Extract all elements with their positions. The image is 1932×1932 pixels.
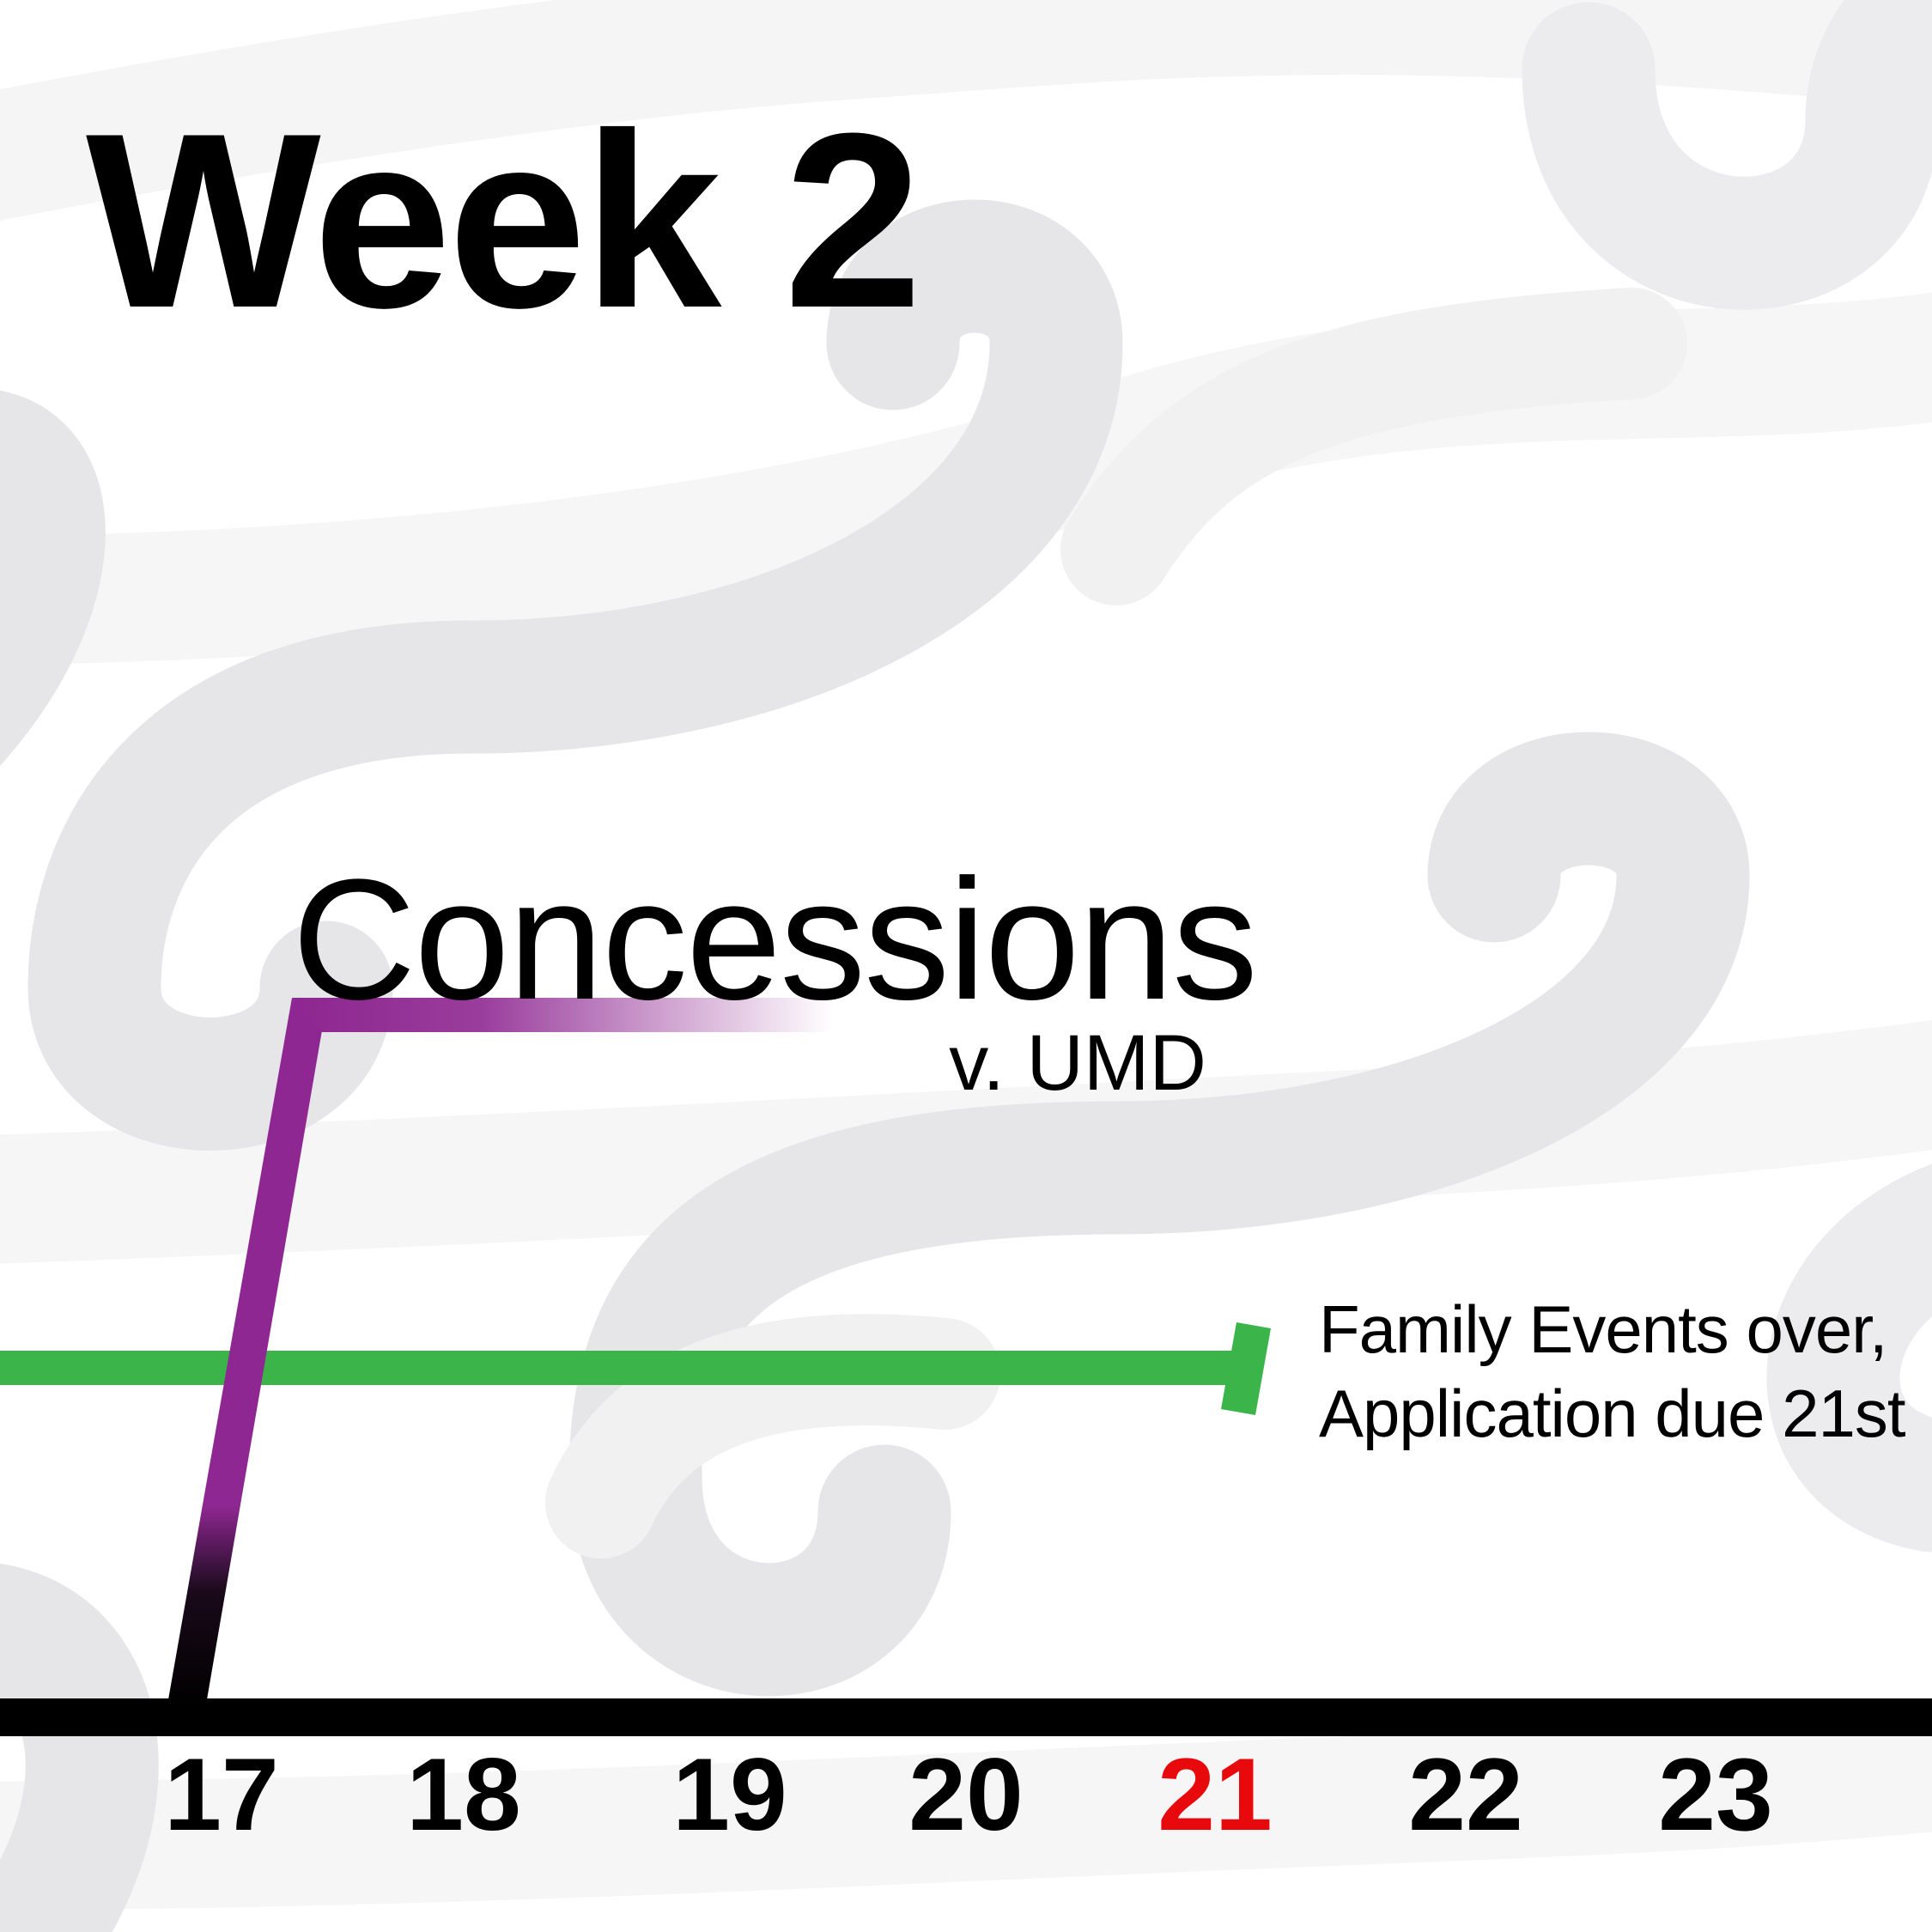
note-line-2: Application due 21st [1319, 1375, 1905, 1451]
family-events-end-cap [1221, 1322, 1271, 1415]
day-label-21: 21 [1157, 1737, 1273, 1852]
day-label-20: 20 [908, 1737, 1024, 1852]
day-label-22: 22 [1408, 1737, 1523, 1852]
note-line-1: Family Events over, [1319, 1291, 1888, 1367]
concessions-rise-line [167, 998, 322, 1704]
page-title: Week 2 [86, 82, 922, 360]
timeline-axis [0, 1698, 1932, 1736]
day-label-18: 18 [406, 1737, 521, 1852]
family-events-note: Family Events over, Application due 21st [1319, 1288, 1905, 1455]
day-label-23: 23 [1658, 1737, 1773, 1852]
concessions-top-line [292, 998, 833, 1032]
day-label-17: 17 [164, 1737, 279, 1852]
family-events-line [0, 1351, 1236, 1385]
day-label-19: 19 [672, 1737, 787, 1852]
event-title: Concessions [292, 844, 1258, 1036]
event-subtitle: v. UMD [949, 1019, 1206, 1107]
